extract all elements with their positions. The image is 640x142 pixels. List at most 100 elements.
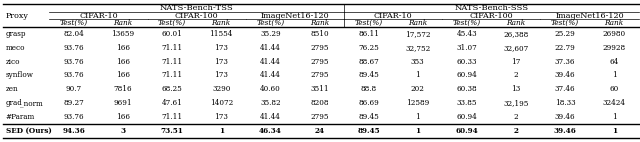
- Text: grad: grad: [6, 99, 22, 107]
- Text: 41.44: 41.44: [260, 44, 281, 52]
- Text: CIFAR-100: CIFAR-100: [175, 12, 218, 20]
- Text: 9691: 9691: [114, 99, 132, 107]
- Text: 41.44: 41.44: [260, 58, 281, 66]
- Text: synflow: synflow: [6, 71, 34, 80]
- Text: CIFAR-10: CIFAR-10: [79, 12, 118, 20]
- Text: NATS-Bench-SSS: NATS-Bench-SSS: [454, 4, 529, 12]
- Text: 26,388: 26,388: [503, 30, 529, 38]
- Text: 60.94: 60.94: [456, 71, 477, 80]
- Text: 166: 166: [116, 44, 130, 52]
- Text: 93.76: 93.76: [63, 58, 84, 66]
- Text: 86.11: 86.11: [358, 30, 379, 38]
- Text: 18.33: 18.33: [555, 99, 575, 107]
- Text: 2795: 2795: [310, 58, 329, 66]
- Text: 1: 1: [612, 113, 616, 121]
- Text: 1: 1: [415, 71, 420, 80]
- Text: zico: zico: [6, 58, 20, 66]
- Text: Test(%): Test(%): [355, 19, 383, 27]
- Text: 60.01: 60.01: [162, 30, 182, 38]
- Text: 353: 353: [411, 58, 424, 66]
- Text: 1: 1: [415, 113, 420, 121]
- Text: 7816: 7816: [114, 85, 132, 93]
- Text: 73.51: 73.51: [161, 127, 184, 135]
- Text: 46.34: 46.34: [259, 127, 282, 135]
- Text: 2795: 2795: [310, 44, 329, 52]
- Text: 25.29: 25.29: [555, 30, 575, 38]
- Text: 45.43: 45.43: [456, 30, 477, 38]
- Text: 13659: 13659: [111, 30, 134, 38]
- Text: 37.36: 37.36: [555, 58, 575, 66]
- Text: Rank: Rank: [605, 19, 624, 27]
- Text: 90.7: 90.7: [66, 85, 82, 93]
- Text: 11554: 11554: [209, 30, 233, 38]
- Text: 89.45: 89.45: [358, 71, 379, 80]
- Text: 26980: 26980: [603, 30, 626, 38]
- Text: 13: 13: [511, 85, 520, 93]
- Text: 24: 24: [314, 127, 324, 135]
- Text: ImageNet16-120: ImageNet16-120: [556, 12, 624, 20]
- Text: 71.11: 71.11: [161, 58, 182, 66]
- Text: 32,607: 32,607: [503, 44, 529, 52]
- Text: 173: 173: [214, 71, 228, 80]
- Text: 89.45: 89.45: [357, 127, 380, 135]
- Text: 22.79: 22.79: [555, 44, 575, 52]
- Text: 2: 2: [514, 113, 518, 121]
- Text: 89.45: 89.45: [358, 113, 379, 121]
- Text: Test(%): Test(%): [60, 19, 88, 27]
- Text: Rank: Rank: [113, 19, 132, 27]
- Text: 60.38: 60.38: [456, 85, 477, 93]
- Text: 60.33: 60.33: [456, 58, 477, 66]
- Text: SED (Ours): SED (Ours): [6, 127, 52, 135]
- Text: 94.36: 94.36: [63, 127, 85, 135]
- Text: 47.61: 47.61: [162, 99, 182, 107]
- Text: Test(%): Test(%): [158, 19, 186, 27]
- Text: Rank: Rank: [506, 19, 525, 27]
- Text: 35.82: 35.82: [260, 99, 280, 107]
- Text: 1: 1: [612, 127, 617, 135]
- Text: 2: 2: [513, 127, 518, 135]
- Text: 17,572: 17,572: [405, 30, 431, 38]
- Text: 32,752: 32,752: [405, 44, 430, 52]
- Text: 31.07: 31.07: [456, 44, 477, 52]
- Text: _norm: _norm: [20, 99, 43, 107]
- Text: 89.27: 89.27: [63, 99, 84, 107]
- Text: 202: 202: [411, 85, 424, 93]
- Text: 93.76: 93.76: [63, 113, 84, 121]
- Text: 3: 3: [120, 127, 125, 135]
- Text: 40.60: 40.60: [260, 85, 281, 93]
- Text: NATS-Bench-TSS: NATS-Bench-TSS: [160, 4, 234, 12]
- Text: 1: 1: [415, 127, 420, 135]
- Text: 166: 166: [116, 58, 130, 66]
- Text: 12589: 12589: [406, 99, 429, 107]
- Text: 173: 173: [214, 58, 228, 66]
- Text: 32424: 32424: [603, 99, 626, 107]
- Text: 17: 17: [511, 58, 520, 66]
- Text: CIFAR-10: CIFAR-10: [374, 12, 412, 20]
- Text: 88.67: 88.67: [358, 58, 379, 66]
- Text: 71.11: 71.11: [161, 44, 182, 52]
- Text: Test(%): Test(%): [551, 19, 579, 27]
- Text: #Param: #Param: [6, 113, 35, 121]
- Text: 2: 2: [514, 71, 518, 80]
- Text: zen: zen: [6, 85, 19, 93]
- Text: 60: 60: [609, 85, 619, 93]
- Text: 93.76: 93.76: [63, 44, 84, 52]
- Text: 41.44: 41.44: [260, 71, 281, 80]
- Text: 33.85: 33.85: [456, 99, 477, 107]
- Text: 32,195: 32,195: [503, 99, 529, 107]
- Text: CIFAR-100: CIFAR-100: [470, 12, 513, 20]
- Text: 29928: 29928: [603, 44, 626, 52]
- Text: 71.11: 71.11: [161, 71, 182, 80]
- Text: 173: 173: [214, 44, 228, 52]
- Text: 1: 1: [612, 71, 616, 80]
- Text: 68.25: 68.25: [162, 85, 182, 93]
- Text: 173: 173: [214, 113, 228, 121]
- Text: 3511: 3511: [310, 85, 329, 93]
- Text: Proxy: Proxy: [6, 12, 29, 20]
- Text: 35.29: 35.29: [260, 30, 280, 38]
- Text: 88.8: 88.8: [360, 85, 376, 93]
- Text: 14072: 14072: [209, 99, 233, 107]
- Text: ImageNet16-120: ImageNet16-120: [260, 12, 329, 20]
- Text: 8208: 8208: [310, 99, 329, 107]
- Text: 39.46: 39.46: [555, 71, 575, 80]
